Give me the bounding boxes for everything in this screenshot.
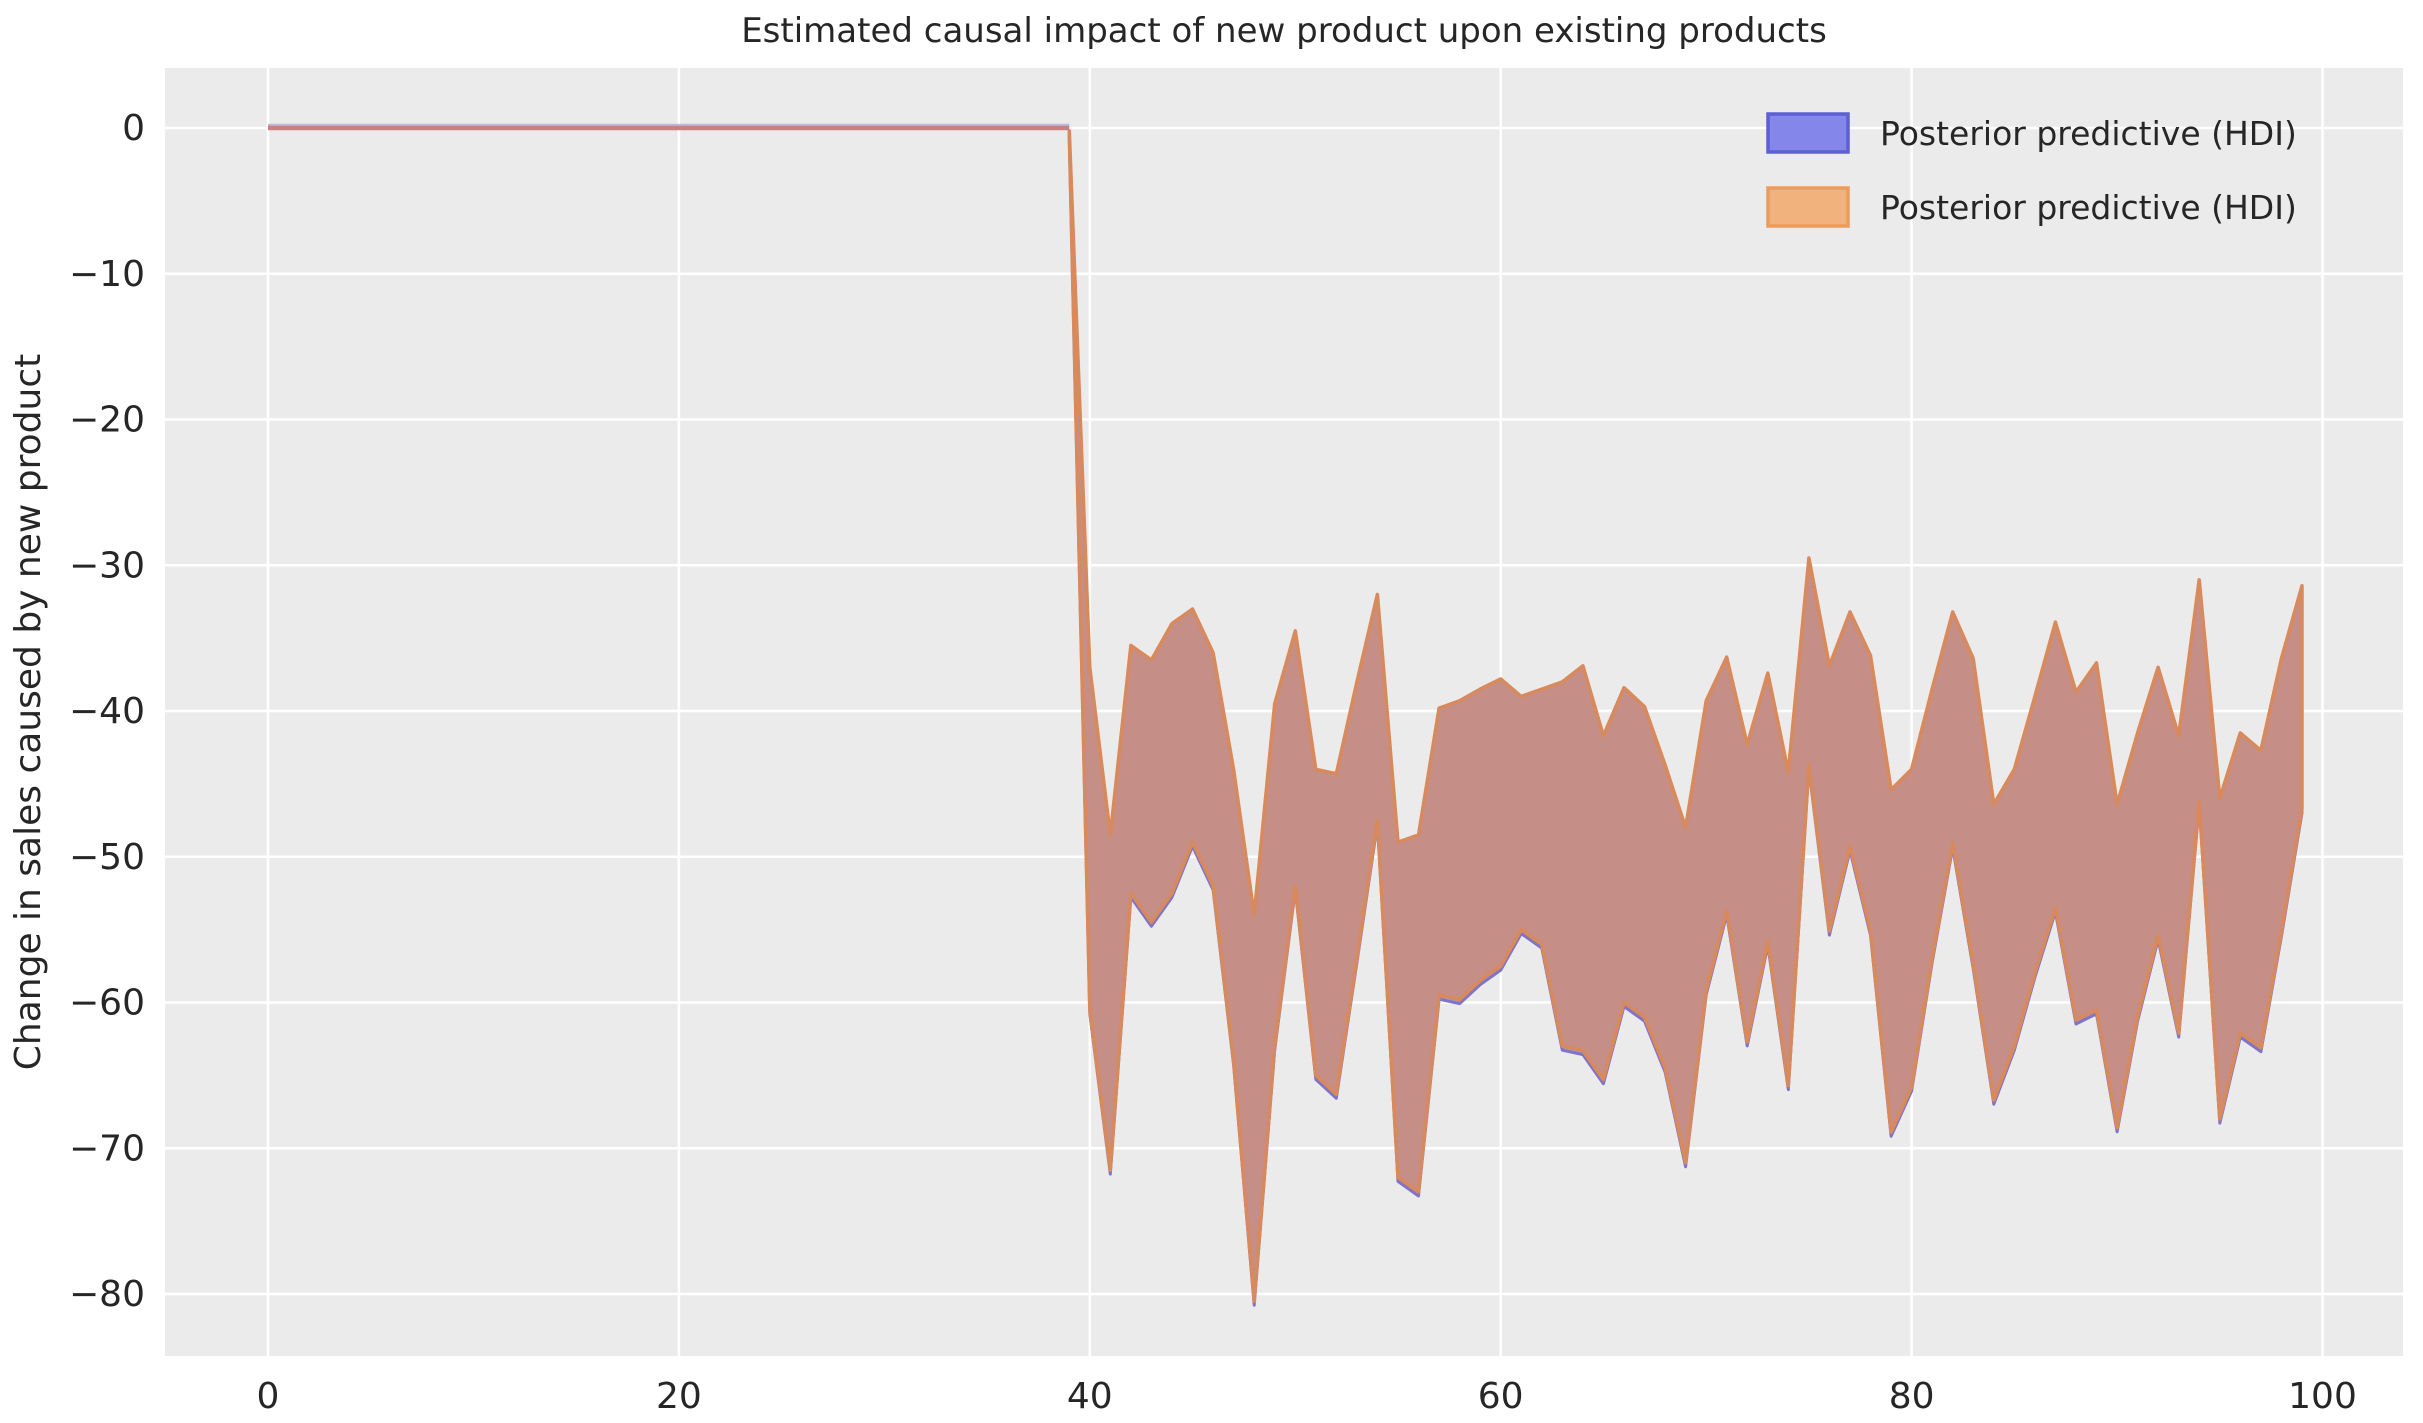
x-tick-label: 20 <box>656 1376 702 1417</box>
y-tick-label: −50 <box>69 837 145 878</box>
x-tick-label: 0 <box>257 1376 280 1417</box>
y-tick-label: −40 <box>69 691 145 732</box>
y-tick-label: −80 <box>69 1274 145 1315</box>
hdi-bands <box>268 123 2304 1307</box>
y-axis-label: Change in sales caused by new product <box>8 354 49 1070</box>
legend: Posterior predictive (HDI) Posterior pre… <box>1766 112 2297 228</box>
x-tick-label: 40 <box>1067 1376 1113 1417</box>
y-tick-label: −60 <box>69 983 145 1024</box>
chart-title: Estimated causal impact of new product u… <box>741 11 1827 51</box>
x-tick-label: 80 <box>1889 1376 1935 1417</box>
legend-label: Posterior predictive (HDI) <box>1880 188 2297 227</box>
posterior-predictive-hdi-band-orange <box>1067 129 2304 1304</box>
legend-label: Posterior predictive (HDI) <box>1880 114 2297 153</box>
y-tick-label: −70 <box>69 1128 145 1169</box>
legend-swatch-blue <box>1766 112 1850 154</box>
legend-swatch-orange <box>1766 186 1850 228</box>
y-tick-label: −30 <box>69 545 145 586</box>
y-tick-label: −20 <box>69 400 145 441</box>
x-tick-label: 100 <box>2288 1376 2357 1417</box>
y-tick-label: 0 <box>122 108 145 149</box>
x-tick-label: 60 <box>1478 1376 1524 1417</box>
legend-item-posterior-predictive-orange: Posterior predictive (HDI) <box>1766 186 2297 228</box>
legend-item-posterior-predictive-blue: Posterior predictive (HDI) <box>1766 112 2297 154</box>
y-tick-label: −10 <box>69 254 145 295</box>
x-axis-tick-labels: 0 20 40 60 80 100 <box>257 1376 2357 1417</box>
y-axis-tick-labels: 0 −10 −20 −30 −40 −50 −60 −70 −80 <box>69 108 145 1315</box>
